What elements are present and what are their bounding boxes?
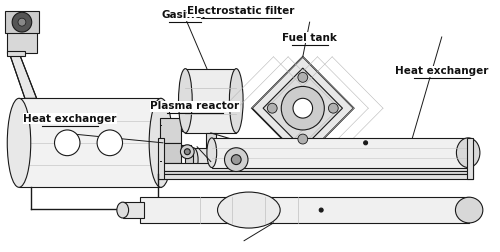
- Bar: [212, 138, 468, 168]
- Ellipse shape: [178, 69, 192, 133]
- Circle shape: [298, 134, 308, 144]
- Bar: [6, 11, 38, 33]
- Polygon shape: [263, 68, 342, 148]
- Bar: [193, 148, 234, 172]
- Circle shape: [224, 148, 248, 172]
- Circle shape: [293, 98, 312, 118]
- Bar: [260, 148, 278, 158]
- Circle shape: [232, 155, 241, 165]
- Ellipse shape: [456, 138, 480, 168]
- Bar: [206, 133, 216, 151]
- Bar: [158, 174, 473, 179]
- Ellipse shape: [230, 69, 243, 133]
- Bar: [467, 138, 473, 179]
- Circle shape: [54, 130, 80, 156]
- Circle shape: [298, 72, 308, 82]
- Text: Fuel tank: Fuel tank: [282, 33, 337, 43]
- Circle shape: [319, 208, 323, 212]
- Text: Heat exchanger: Heat exchanger: [23, 113, 116, 123]
- Bar: [158, 163, 473, 171]
- Bar: [158, 171, 473, 174]
- Text: Gasifier: Gasifier: [162, 10, 208, 20]
- Ellipse shape: [207, 138, 216, 168]
- Text: Electrostatic filter: Electrostatic filter: [188, 6, 295, 16]
- Bar: [19, 98, 161, 187]
- Circle shape: [364, 141, 368, 145]
- Bar: [8, 31, 36, 53]
- Bar: [186, 69, 236, 133]
- Bar: [182, 122, 191, 131]
- Polygon shape: [9, 53, 36, 98]
- Ellipse shape: [230, 148, 239, 172]
- Circle shape: [282, 86, 325, 130]
- Bar: [186, 154, 193, 166]
- Ellipse shape: [149, 98, 172, 187]
- Circle shape: [268, 103, 277, 113]
- Circle shape: [328, 103, 338, 113]
- Bar: [160, 118, 182, 143]
- Ellipse shape: [8, 98, 30, 187]
- Ellipse shape: [456, 197, 483, 223]
- Bar: [8, 51, 25, 56]
- Circle shape: [184, 149, 190, 155]
- Bar: [182, 145, 191, 154]
- Bar: [140, 197, 469, 223]
- Ellipse shape: [218, 192, 280, 228]
- Circle shape: [12, 12, 32, 32]
- Bar: [160, 143, 182, 163]
- Bar: [122, 202, 144, 218]
- Text: Heat exchanger: Heat exchanger: [395, 66, 488, 76]
- Ellipse shape: [117, 202, 128, 218]
- Circle shape: [18, 18, 26, 26]
- Polygon shape: [252, 57, 354, 160]
- Bar: [158, 138, 164, 179]
- Circle shape: [97, 130, 122, 156]
- Ellipse shape: [188, 148, 198, 172]
- Text: Plasma reactor: Plasma reactor: [150, 101, 239, 111]
- Circle shape: [180, 145, 194, 159]
